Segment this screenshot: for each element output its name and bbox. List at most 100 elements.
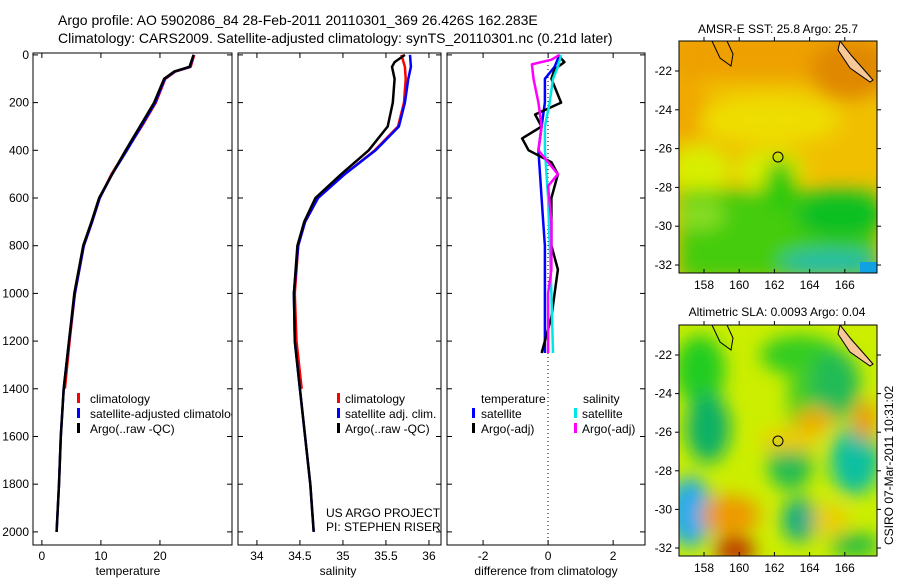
legend-swatch-temp-satellite bbox=[472, 408, 475, 418]
legend-swatch-argo bbox=[337, 423, 340, 433]
lon-tick-label: 158 bbox=[694, 278, 714, 292]
x-tick-label: 36 bbox=[422, 549, 436, 563]
depth-tick-label: 1200 bbox=[2, 334, 29, 348]
series-line-climatology bbox=[63, 54, 196, 389]
island-new-caledonia bbox=[837, 41, 874, 83]
legend-label: Argo(-adj) bbox=[481, 422, 534, 436]
project-name: US ARGO PROJECT bbox=[326, 506, 441, 520]
legend-label: Argo(..raw -QC) bbox=[345, 422, 430, 436]
series-line-climatology bbox=[293, 54, 407, 389]
legend-swatch-climatology bbox=[337, 393, 340, 403]
island-new-caledonia bbox=[837, 325, 874, 367]
x-tick-label: 10 bbox=[94, 549, 108, 563]
sla-map-title: Altimetric SLA: 0.0093 Argo: 0.04 bbox=[689, 305, 866, 319]
x-tick-label: 0 bbox=[39, 549, 46, 563]
argo-position-marker bbox=[772, 151, 784, 163]
lon-tick-label: 166 bbox=[835, 278, 855, 292]
lat-tick-label: -26 bbox=[655, 142, 673, 156]
x-tick-label: 0 bbox=[545, 549, 552, 563]
argo-position-marker bbox=[772, 435, 784, 447]
series-line-salinity-argo-adj- bbox=[530, 53, 561, 353]
lat-tick-label: -22 bbox=[655, 64, 673, 78]
lon-tick-label: 160 bbox=[729, 561, 749, 575]
legend-swatch-satellite bbox=[77, 408, 80, 418]
legend-header-temperature: temperature bbox=[481, 392, 546, 406]
credit-timestamp: CSIRO 07-Mar-2011 10:31:02 bbox=[882, 385, 896, 545]
legend-label: climatology bbox=[90, 392, 150, 406]
lon-tick-label: 160 bbox=[729, 278, 749, 292]
lon-tick-label: 162 bbox=[764, 561, 784, 575]
salinity-axis-label: salinity bbox=[320, 564, 357, 578]
series-line-satellite-adj-clim- bbox=[292, 54, 413, 532]
x-tick-label: 20 bbox=[153, 549, 167, 563]
depth-tick-label: 1600 bbox=[2, 429, 29, 443]
legend-label: satellite-adjusted climatology bbox=[90, 407, 243, 421]
difference-panel-frame bbox=[446, 52, 646, 546]
lat-tick-label: -24 bbox=[655, 387, 673, 401]
depth-tick-label: 600 bbox=[9, 191, 29, 205]
depth-tick-label: 1800 bbox=[2, 477, 29, 491]
depth-tick-label: 0 bbox=[22, 48, 29, 62]
temperature-panel-frame bbox=[32, 52, 233, 546]
legend-swatch-temp-argo bbox=[472, 423, 475, 433]
legend-label: Argo(..raw -QC) bbox=[90, 422, 175, 436]
series-line-argo-raw-qc- bbox=[55, 54, 195, 532]
title-line-2: Climatology: CARS2009. Satellite-adjuste… bbox=[58, 30, 613, 46]
x-tick-label: 34 bbox=[250, 549, 264, 563]
series-line-satellite-adjusted-climatology bbox=[55, 54, 195, 532]
lon-tick-label: 164 bbox=[800, 278, 820, 292]
lat-tick-label: -28 bbox=[655, 464, 673, 478]
sst-map bbox=[679, 41, 877, 273]
series-line-temperature-argo-adj- bbox=[520, 54, 566, 354]
difference-axis-label: difference from climatology bbox=[474, 564, 617, 578]
lat-tick-label: -32 bbox=[655, 541, 673, 555]
coastline bbox=[711, 325, 734, 351]
lat-tick-label: -24 bbox=[655, 103, 673, 117]
legend-header-salinity: salinity bbox=[583, 392, 620, 406]
series-line-argo-raw-qc- bbox=[292, 53, 406, 532]
depth-tick-label: 1400 bbox=[2, 382, 29, 396]
temperature-legend: climatology satellite-adjusted climatolo… bbox=[77, 392, 243, 436]
depth-tick-label: 400 bbox=[9, 143, 29, 157]
legend-label: satellite bbox=[582, 407, 623, 421]
lat-tick-label: -30 bbox=[655, 502, 673, 516]
x-tick-label: 35 bbox=[336, 549, 350, 563]
depth-tick-label: 2000 bbox=[2, 525, 29, 539]
legend-label: climatology bbox=[345, 392, 405, 406]
project-pi: PI: STEPHEN RISER bbox=[326, 520, 441, 534]
lat-tick-label: -30 bbox=[655, 219, 673, 233]
legend-swatch-sal-argo bbox=[574, 423, 577, 433]
legend-label: satellite bbox=[481, 407, 522, 421]
salinity-panel-frame bbox=[237, 52, 442, 546]
depth-tick-label: 200 bbox=[9, 96, 29, 110]
coastline bbox=[711, 41, 734, 67]
salinity-legend: climatology satellite adj. clim. Argo(..… bbox=[337, 392, 436, 436]
legend-swatch-climatology bbox=[77, 393, 80, 403]
lon-tick-label: 166 bbox=[835, 561, 855, 575]
legend-label: Argo(-adj) bbox=[582, 422, 635, 436]
lat-tick-label: -22 bbox=[655, 348, 673, 362]
lat-tick-label: -32 bbox=[655, 258, 673, 272]
lon-tick-label: 164 bbox=[800, 561, 820, 575]
x-tick-label: 34.5 bbox=[288, 549, 312, 563]
legend-swatch-satellite bbox=[337, 408, 340, 418]
x-tick-label: 35.5 bbox=[374, 549, 398, 563]
title-line-1: Argo profile: AO 5902086_84 28-Feb-2011 … bbox=[58, 12, 538, 28]
legend-swatch-sal-satellite bbox=[574, 408, 577, 418]
sla-map bbox=[679, 325, 877, 556]
x-tick-label: -2 bbox=[478, 549, 489, 563]
lat-tick-label: -28 bbox=[655, 180, 673, 194]
legend-label: satellite adj. clim. bbox=[345, 407, 436, 421]
temperature-axis-label: temperature bbox=[96, 564, 161, 578]
series-line-temperature-satellite bbox=[537, 54, 561, 353]
legend-swatch-argo bbox=[77, 423, 80, 433]
lat-tick-label: -26 bbox=[655, 425, 673, 439]
lon-tick-label: 162 bbox=[764, 278, 784, 292]
depth-tick-label: 800 bbox=[9, 239, 29, 253]
depth-tick-label: 1000 bbox=[2, 286, 29, 300]
x-tick-label: 2 bbox=[610, 549, 617, 563]
lon-tick-label: 158 bbox=[694, 561, 714, 575]
sst-map-title: AMSR-E SST: 25.8 Argo: 25.7 bbox=[698, 22, 858, 36]
difference-legend: temperature salinity satellite Argo(-adj… bbox=[472, 392, 635, 436]
